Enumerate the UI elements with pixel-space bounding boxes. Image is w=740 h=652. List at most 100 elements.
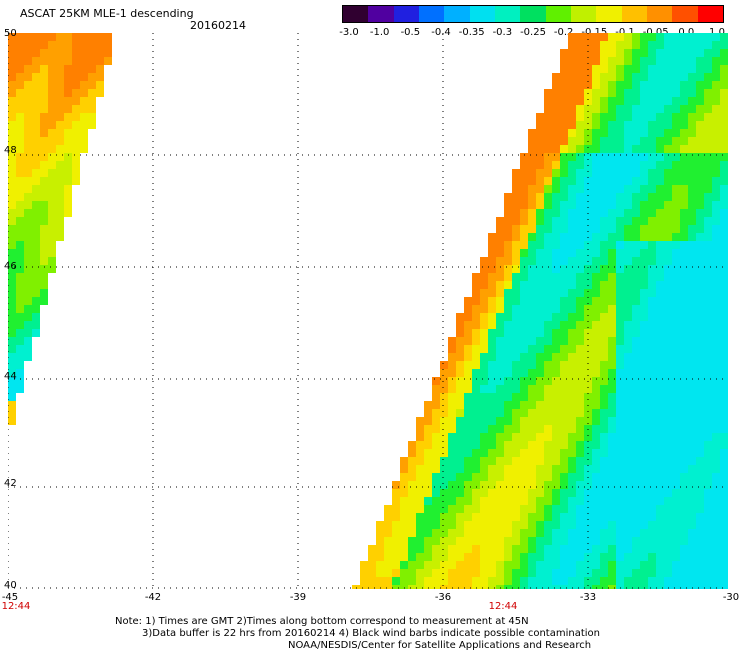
swath-cell — [416, 457, 424, 465]
swath-cell — [440, 569, 448, 577]
swath-cell — [488, 537, 496, 545]
swath-cell — [600, 65, 608, 73]
swath-cell — [704, 441, 712, 449]
swath-cell — [632, 409, 640, 417]
swath-cell — [704, 289, 712, 297]
swath-cell — [672, 137, 680, 145]
swath-cell — [712, 217, 720, 225]
swath-cell — [520, 521, 528, 529]
swath-cell — [416, 465, 424, 473]
swath-cell — [392, 529, 400, 537]
swath-cell — [520, 457, 528, 465]
swath-cell — [664, 105, 672, 113]
swath-cell — [56, 177, 64, 185]
swath-cell — [80, 97, 88, 105]
swath-cell — [672, 553, 680, 561]
swath-cell — [664, 249, 672, 257]
swath-cell — [440, 433, 448, 441]
swath-cell — [472, 361, 480, 369]
swath-cell — [80, 105, 88, 113]
swath-cell — [712, 305, 720, 313]
swath-cell — [656, 497, 664, 505]
swath-cell — [656, 393, 664, 401]
swath-cell — [688, 97, 696, 105]
swath-cell — [496, 481, 504, 489]
swath-cell — [632, 473, 640, 481]
swath-cell — [592, 81, 600, 89]
swath-cell — [384, 553, 392, 561]
swath-cell — [488, 441, 496, 449]
swath-cell — [648, 377, 656, 385]
swath-cell — [400, 457, 408, 465]
swath-cell — [440, 457, 448, 465]
swath-cell — [640, 537, 648, 545]
swath-cell — [680, 289, 688, 297]
swath-cell — [712, 385, 720, 393]
swath-cell — [688, 89, 696, 97]
swath-cell — [560, 553, 568, 561]
swath-cell — [464, 521, 472, 529]
swath-cell — [424, 537, 432, 545]
swath-cell — [8, 289, 16, 297]
swath-cell — [712, 417, 720, 425]
swath-cell — [720, 361, 728, 369]
swath-cell — [616, 529, 624, 537]
swath-cell — [536, 113, 544, 121]
swath-cell — [456, 505, 464, 513]
swath-cell — [96, 57, 104, 65]
swath-cell — [696, 569, 704, 577]
swath-cell — [664, 513, 672, 521]
swath-cell — [456, 321, 464, 329]
swath-cell — [720, 193, 728, 201]
swath-cell — [576, 497, 584, 505]
swath-cell — [520, 345, 528, 353]
swath-cell — [480, 257, 488, 265]
swath-cell — [520, 281, 528, 289]
swath-cell — [720, 41, 728, 49]
swath-cell — [632, 201, 640, 209]
swath-cell — [520, 417, 528, 425]
swath-cell — [56, 89, 64, 97]
swath-cell — [584, 193, 592, 201]
swath-cell — [600, 329, 608, 337]
swath-cell — [688, 521, 696, 529]
swath-cell — [656, 409, 664, 417]
swath-cell — [592, 569, 600, 577]
swath-cell — [632, 465, 640, 473]
swath-cell — [72, 145, 80, 153]
swath-cell — [672, 273, 680, 281]
swath-cell — [624, 529, 632, 537]
swath-cell — [552, 369, 560, 377]
swath-cell — [640, 185, 648, 193]
swath-cell — [488, 505, 496, 513]
swath-cell — [672, 465, 680, 473]
swath-cell — [592, 41, 600, 49]
swath-cell — [32, 185, 40, 193]
swath-cell — [544, 321, 552, 329]
swath-cell — [640, 417, 648, 425]
swath-cell — [720, 33, 728, 41]
swath-cell — [504, 545, 512, 553]
swath-cell — [592, 49, 600, 57]
swath-cell — [632, 289, 640, 297]
swath-cell — [576, 257, 584, 265]
swath-cell — [680, 497, 688, 505]
swath-cell — [576, 369, 584, 377]
swath-cell — [552, 97, 560, 105]
swath-cell — [584, 537, 592, 545]
swath-cell — [536, 241, 544, 249]
swath-cell — [608, 281, 616, 289]
swath-cell — [568, 145, 576, 153]
swath-cell — [24, 201, 32, 209]
swath-cell — [664, 129, 672, 137]
swath-cell — [632, 113, 640, 121]
swath-cell — [608, 241, 616, 249]
swath-cell — [504, 217, 512, 225]
swath-cell — [544, 313, 552, 321]
swath-cell — [648, 337, 656, 345]
swath-cell — [576, 153, 584, 161]
swath-cell — [640, 353, 648, 361]
swath-cell — [16, 385, 24, 393]
swath-cell — [528, 577, 536, 585]
swath-cell — [416, 577, 424, 585]
